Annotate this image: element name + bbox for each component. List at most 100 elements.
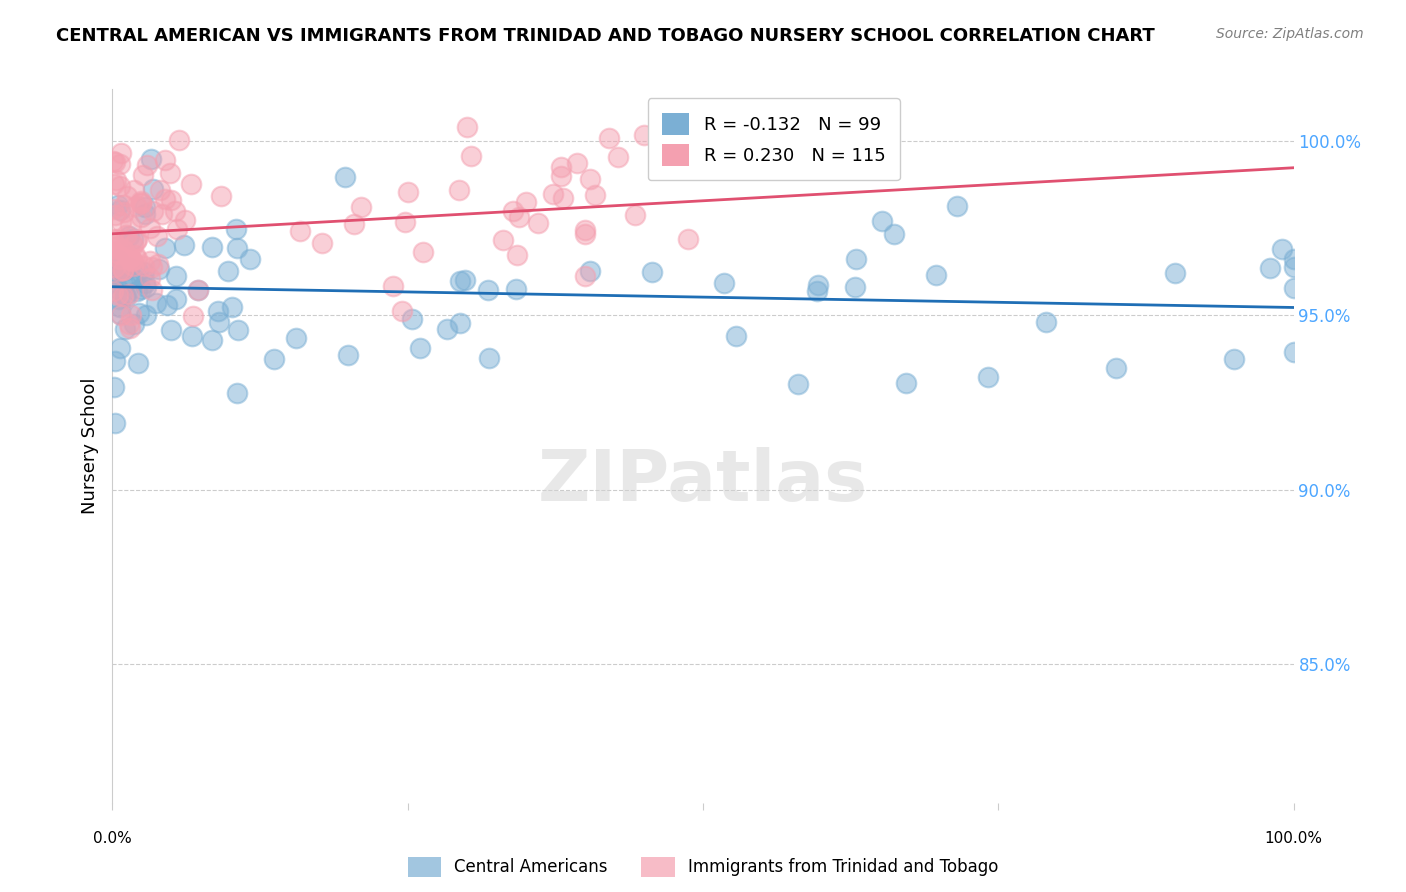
Point [125, 252, 148, 267]
Point [806, 284, 828, 298]
Point [396, 186, 419, 200]
Point [449, 274, 471, 288]
Point [641, 265, 664, 279]
Point [583, 188, 606, 202]
Point [186, 283, 208, 297]
Point [343, 218, 366, 232]
Point [607, 150, 630, 164]
Point [508, 210, 530, 224]
Point [401, 311, 423, 326]
Point [112, 242, 135, 256]
Point [209, 188, 232, 202]
Point [526, 216, 548, 230]
Point [121, 252, 143, 267]
Point [1105, 361, 1128, 376]
Point [166, 222, 188, 236]
Point [135, 308, 157, 322]
Point [103, 284, 125, 298]
Point [125, 234, 148, 248]
Point [567, 156, 589, 170]
Point [122, 317, 145, 331]
Point [112, 277, 135, 291]
Point [104, 154, 127, 169]
Point [127, 264, 149, 278]
Point [146, 228, 169, 243]
Point [460, 149, 482, 163]
Point [1258, 260, 1281, 275]
Point [180, 177, 202, 191]
Point [574, 269, 596, 284]
Point [1282, 252, 1305, 267]
Point [159, 166, 181, 180]
Point [105, 173, 128, 187]
Point [1282, 345, 1305, 359]
Point [226, 323, 249, 337]
Point [114, 290, 136, 304]
Point [165, 268, 187, 283]
Point [624, 208, 647, 222]
Point [181, 309, 204, 323]
Point [1282, 260, 1305, 274]
Point [114, 288, 136, 302]
Point [127, 232, 149, 246]
Point [148, 261, 170, 276]
Point [207, 303, 229, 318]
Text: ZIPatlas: ZIPatlas [538, 447, 868, 516]
Point [453, 273, 475, 287]
Point [121, 232, 143, 246]
Point [114, 262, 136, 277]
Point [112, 289, 135, 303]
Point [146, 258, 169, 272]
Point [118, 251, 141, 265]
Point [121, 253, 143, 268]
Point [217, 264, 239, 278]
Point [114, 322, 136, 336]
Point [391, 303, 413, 318]
Point [173, 238, 195, 252]
Point [1271, 242, 1294, 256]
Point [574, 227, 596, 241]
Point [120, 252, 142, 266]
Point [142, 182, 165, 196]
Point [285, 331, 308, 345]
Point [551, 191, 574, 205]
Point [107, 198, 129, 212]
Point [844, 280, 866, 294]
Point [676, 231, 699, 245]
Point [449, 316, 471, 330]
Point [201, 240, 224, 254]
Point [103, 266, 125, 280]
Point [104, 417, 127, 431]
Point [118, 252, 141, 266]
Point [103, 380, 125, 394]
Point [135, 280, 157, 294]
Point [333, 169, 356, 184]
Point [165, 293, 187, 307]
Point [156, 298, 179, 312]
Point [946, 198, 969, 212]
Point [129, 195, 152, 210]
Point [118, 320, 141, 334]
Point [225, 385, 247, 400]
Point [673, 162, 696, 177]
Text: 0.0%: 0.0% [93, 830, 132, 846]
Text: Source: ZipAtlas.com: Source: ZipAtlas.com [1216, 27, 1364, 41]
Point [107, 288, 129, 302]
Legend: Central Americans, Immigrants from Trinidad and Tobago: Central Americans, Immigrants from Trini… [401, 850, 1005, 884]
Point [682, 154, 704, 169]
Point [107, 281, 129, 295]
Point [578, 264, 600, 278]
Point [105, 266, 128, 280]
Point [103, 178, 125, 192]
Point [167, 132, 190, 146]
Point [104, 245, 127, 260]
Point [108, 264, 131, 278]
Point [112, 198, 135, 212]
Point [110, 300, 132, 314]
Point [110, 261, 132, 276]
Point [925, 268, 948, 283]
Point [105, 259, 128, 273]
Point [105, 238, 128, 252]
Point [350, 200, 373, 214]
Point [110, 252, 132, 267]
